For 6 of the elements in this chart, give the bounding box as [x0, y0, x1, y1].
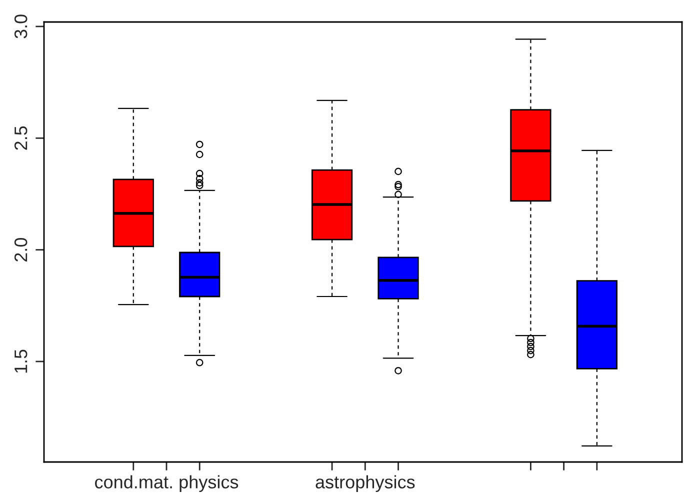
x-tick-label: astrophysics: [316, 475, 415, 492]
y-tick-label: 2.5: [14, 126, 28, 150]
y-tick-label: 3.0: [14, 14, 28, 38]
y-tick-label: 1.5: [14, 350, 28, 373]
y-tick-label: 2.0: [14, 238, 28, 262]
x-tick-label: cond.mat. physics: [95, 475, 238, 492]
